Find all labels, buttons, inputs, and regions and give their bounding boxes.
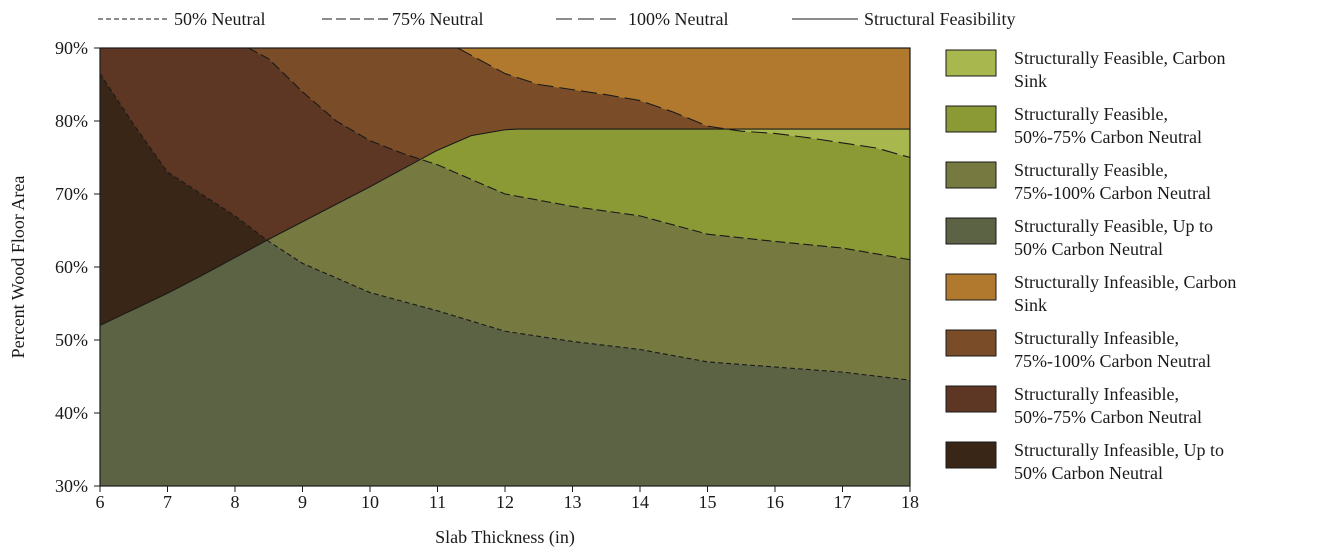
legend-region-label: Structurally Feasible, Carbon	[1014, 48, 1225, 68]
boundary-lines	[100, 48, 910, 381]
legend-region-label: Structurally Infeasible,	[1014, 384, 1179, 404]
x-axis-label: Slab Thickness (in)	[435, 527, 575, 548]
legend-region-label: 50% Carbon Neutral	[1014, 463, 1163, 483]
x-tick-label: 12	[496, 492, 514, 512]
legend-region-label: Structurally Feasible,	[1014, 160, 1168, 180]
y-tick-label: 40%	[55, 403, 88, 423]
x-tick-label: 16	[766, 492, 784, 512]
legend-region-label: Structurally Infeasible,	[1014, 328, 1179, 348]
legend-swatch	[945, 385, 997, 413]
legend-region-label: Structurally Infeasible, Up to	[1014, 440, 1224, 460]
legend-swatch	[945, 217, 997, 245]
plot-regions	[100, 48, 910, 486]
legend-swatch	[945, 273, 997, 301]
legend-region-label: Structurally Infeasible, Carbon	[1014, 272, 1236, 292]
x-tick-label: 8	[231, 492, 240, 512]
x-tick-label: 7	[163, 492, 172, 512]
x-tick-label: 14	[631, 492, 649, 512]
legend-region-label: 75%-100% Carbon Neutral	[1014, 351, 1211, 371]
x-tick-label: 9	[298, 492, 307, 512]
region-legend: Structurally Feasible, Carbon Sink Structu…	[945, 48, 1236, 483]
line-75-neutral	[248, 48, 910, 261]
region-infeasible-carbon-sink	[100, 48, 910, 130]
x-tick-label: 17	[834, 492, 852, 512]
legend-region-label: Sink	[1014, 295, 1047, 315]
legend-swatch	[945, 329, 997, 357]
x-tick-label: 11	[429, 492, 446, 512]
line-50-neutral	[100, 73, 910, 381]
y-tick-label: 30%	[55, 476, 88, 496]
legend-swatch	[945, 49, 997, 77]
line-structural-feasibility	[100, 128, 910, 326]
y-tick-label: 50%	[55, 330, 88, 350]
legend-region-label: Structurally Feasible,	[1014, 104, 1168, 124]
y-tick-label: 90%	[55, 38, 88, 58]
x-tick-label: 10	[361, 492, 379, 512]
legend-swatch	[945, 105, 997, 133]
y-tick-label: 60%	[55, 257, 88, 277]
line-style-legend: 50% Neutral 75% Neutral 100% Neutral Struct…	[98, 9, 1015, 29]
legend-region-label: 75%-100% Carbon Neutral	[1014, 183, 1211, 203]
legend-region-label: Structurally Feasible, Up to	[1014, 216, 1213, 236]
x-tick-label: 13	[564, 492, 582, 512]
legend-swatch	[945, 441, 997, 469]
x-tick-label: 15	[699, 492, 717, 512]
y-tick-label: 80%	[55, 111, 88, 131]
legend-line-label: 100% Neutral	[628, 9, 728, 29]
line-100-neutral	[457, 48, 910, 159]
y-tick-label: 70%	[55, 184, 88, 204]
x-tick-label: 6	[96, 492, 105, 512]
legend-swatch	[945, 161, 997, 189]
legend-line-label: 75% Neutral	[392, 9, 483, 29]
legend-region-label: 50%-75% Carbon Neutral	[1014, 127, 1202, 147]
legend-region-label: 50% Carbon Neutral	[1014, 239, 1163, 259]
region-infeasible-75-100	[100, 48, 910, 160]
legend-line-label: Structural Feasibility	[864, 9, 1015, 29]
y-axis-label: Percent Wood Floor Area	[8, 176, 28, 359]
axes: 6 7 8 9 10 11 12 13 14 15 16 17 18 30% 40% 50% 60% 70% 80%…	[55, 38, 919, 512]
legend-line-label: 50% Neutral	[174, 9, 265, 29]
legend-region-label: Sink	[1014, 71, 1047, 91]
legend-region-label: 50%-75% Carbon Neutral	[1014, 407, 1202, 427]
x-tick-label: 18	[901, 492, 919, 512]
